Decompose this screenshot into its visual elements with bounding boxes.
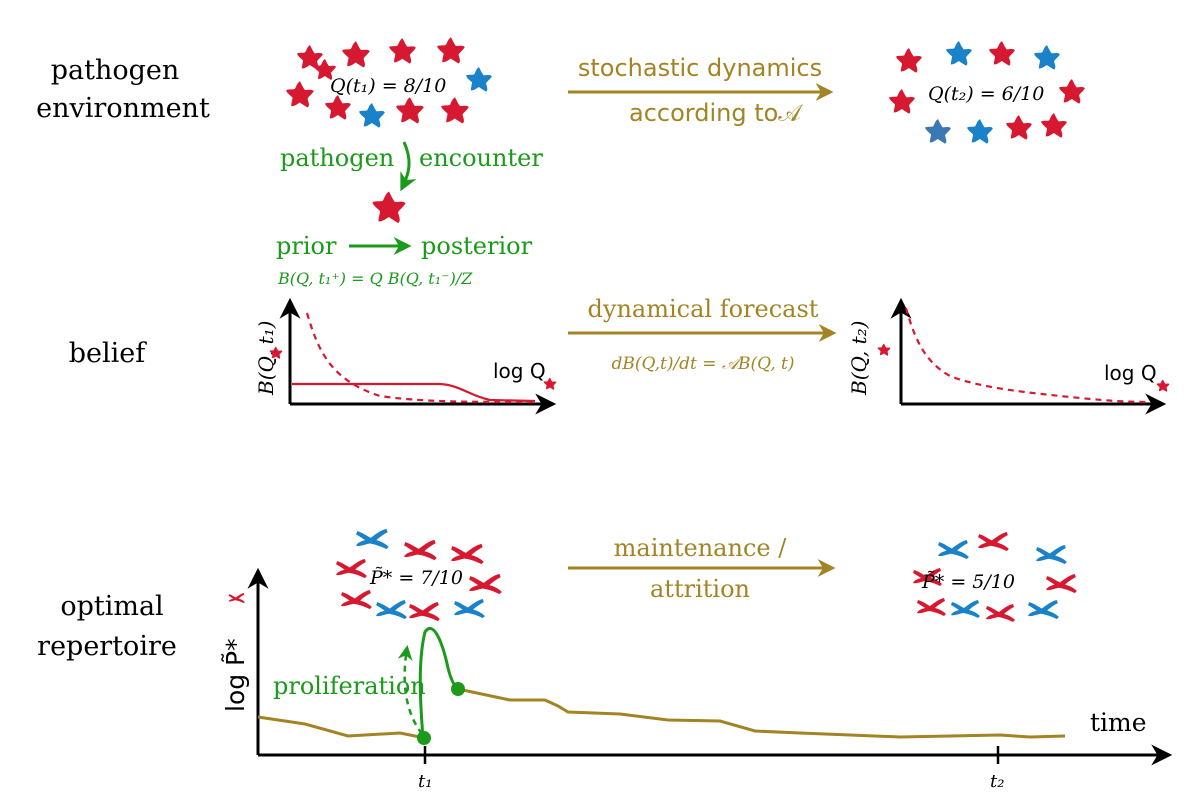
row-label-environment: pathogen environment xyxy=(36,55,210,124)
star-pathogen-icon xyxy=(889,89,915,114)
y-receptor-icon xyxy=(404,539,437,561)
y-receptor-icon xyxy=(356,528,389,550)
belief-right-forecast-curve xyxy=(904,307,1151,404)
star-pathogen-icon xyxy=(877,343,891,356)
belief-left-y-label: B(Q, t₁) xyxy=(254,321,278,396)
star-pathogen-icon xyxy=(1156,379,1170,392)
forecast-equation: dB(Q,t)/dt = 𝒜B(Q, t) xyxy=(611,354,794,374)
y-receptor-icon xyxy=(1046,573,1077,594)
y-receptor-icon xyxy=(951,600,980,618)
star-pathogen-icon xyxy=(389,38,416,64)
belief-left-prior-curve xyxy=(305,312,536,404)
star-pathogen-icon xyxy=(466,67,492,92)
repertoire-cluster-right: P̃* = 5/10 xyxy=(913,531,1077,622)
pathogen-cluster-right: Q(t₂) = 6/10 xyxy=(889,41,1085,144)
repertoire-trajectory-after xyxy=(457,687,1066,739)
star-pathogen-icon xyxy=(925,119,951,144)
pathogen-cluster-left: Q(t₁) = 8/10 xyxy=(286,37,492,128)
star-pathogen-icon xyxy=(1034,45,1060,70)
y-receptor-icon xyxy=(917,598,946,616)
time-axis-label: time xyxy=(1090,708,1147,737)
dynamical-forecast-arrow: dynamical forecast dB(Q,t)/dt = 𝒜B(Q, t) xyxy=(568,295,837,374)
star-pathogen-icon xyxy=(1006,115,1032,140)
pathogen-encounter: pathogen encounter xyxy=(280,141,543,223)
repertoire-cluster-left: P̃* = 7/10 xyxy=(336,528,502,622)
proliferation-jump xyxy=(418,626,459,739)
belief-left-x-label: log Q xyxy=(493,359,546,383)
star-pathogen-icon xyxy=(441,97,469,124)
post-proliferation-point xyxy=(451,682,465,696)
row-label-environment-line1: pathogen xyxy=(51,55,180,86)
tick-label-t1: t₁ xyxy=(418,771,432,792)
y-receptor-icon xyxy=(409,601,440,622)
prior-label: prior xyxy=(276,232,337,260)
tick-label-t2: t₂ xyxy=(990,771,1004,792)
encounter-point xyxy=(417,731,431,745)
belief-right-x-label: log Q xyxy=(1104,361,1157,385)
repertoire-y-label: log P̃* xyxy=(221,638,250,712)
maintenance-attrition-arrow: maintenance / attrition xyxy=(568,534,836,603)
star-pathogen-icon xyxy=(1059,79,1085,104)
encounter-arrow xyxy=(400,141,417,192)
stochastic-dynamics-arrow: stochastic dynamics according to𝒜 xyxy=(568,54,834,127)
star-pathogen-icon xyxy=(946,41,972,66)
star-pathogen-icon xyxy=(967,119,993,144)
star-pathogen-icon xyxy=(359,103,385,128)
row-label-belief: belief xyxy=(69,338,148,369)
y-receptor-icon xyxy=(336,558,367,579)
y-receptor-icon xyxy=(469,573,502,595)
row-label-repertoire: optimal repertoire xyxy=(37,591,177,662)
star-pathogen-icon xyxy=(396,97,424,124)
proliferation-label: proliferation xyxy=(273,672,426,700)
belief-plot-right: B(Q, t₂) log Q xyxy=(847,297,1170,415)
y-receptor-icon xyxy=(451,543,484,565)
attrition-label: attrition xyxy=(650,575,750,603)
dynamical-forecast-label: dynamical forecast xyxy=(588,295,819,323)
star-pathogen-icon xyxy=(286,81,314,108)
maintenance-label: maintenance / xyxy=(614,534,788,562)
stochastic-dynamics-label: stochastic dynamics xyxy=(578,54,822,82)
according-to-label: according to𝒜 xyxy=(629,99,803,127)
y-receptor-icon xyxy=(228,592,245,604)
belief-right-y-label: B(Q, t₂) xyxy=(847,321,871,396)
posterior-label: posterior xyxy=(421,232,533,260)
pathogen-fraction-t2: Q(t₂) = 6/10 xyxy=(928,83,1044,105)
belief-left-posterior-curve xyxy=(292,382,536,403)
repertoire-fraction-t2: P̃* = 5/10 xyxy=(921,571,1015,593)
y-receptor-icon xyxy=(376,599,407,620)
y-receptor-icon xyxy=(978,531,1009,552)
star-pathogen-icon xyxy=(989,41,1015,66)
encounter-label-right: encounter xyxy=(419,144,543,172)
y-receptor-icon xyxy=(1036,544,1067,565)
star-pathogen-icon xyxy=(437,37,465,64)
star-pathogen-icon xyxy=(372,191,406,223)
row-label-environment-line2: environment xyxy=(36,93,210,124)
repertoire-trajectory-before xyxy=(257,715,426,740)
y-receptor-icon xyxy=(1028,599,1059,620)
proliferation-arrow xyxy=(397,645,424,735)
star-pathogen-icon xyxy=(325,95,351,120)
y-receptor-icon xyxy=(986,604,1015,622)
y-receptor-icon xyxy=(341,589,372,610)
row-label-repertoire-line2: repertoire xyxy=(37,631,177,662)
y-receptor-icon xyxy=(938,539,969,560)
star-pathogen-icon xyxy=(1041,113,1067,138)
y-receptor-icon xyxy=(454,598,485,619)
star-pathogen-icon xyxy=(896,48,922,73)
bayes-update-equation: B(Q, t₁⁺) = Q B(Q, t₁⁻)/Z xyxy=(277,269,473,288)
row-label-repertoire-line1: optimal xyxy=(60,591,163,622)
star-pathogen-icon xyxy=(342,41,370,68)
repertoire-fraction-t1: P̃* = 7/10 xyxy=(369,567,463,589)
pathogen-fraction-t1: Q(t₁) = 8/10 xyxy=(330,75,446,97)
belief-plot-left: B(Q, t₁) log Q xyxy=(254,297,557,415)
encounter-label-left: pathogen xyxy=(280,144,394,172)
prior-posterior: prior posterior B(Q, t₁⁺) = Q B(Q, t₁⁻)/… xyxy=(276,232,533,288)
repertoire-plot: log P̃* time t₁ t₂ proliferation xyxy=(221,567,1173,792)
